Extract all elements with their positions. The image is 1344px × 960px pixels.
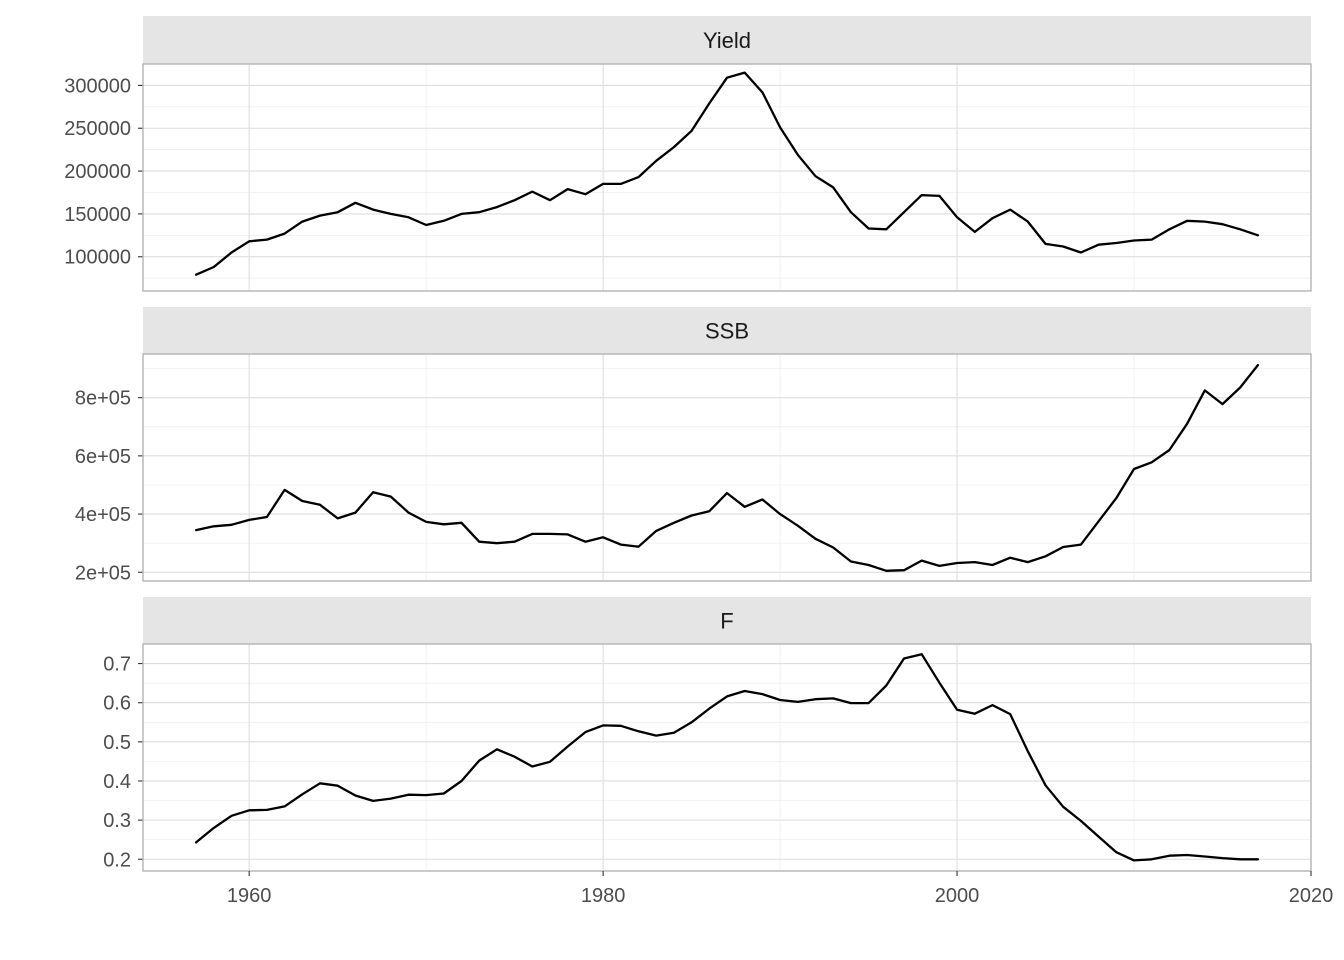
y-tick-label: 250000 [64, 118, 131, 140]
strip-background [143, 597, 1311, 644]
y-tick-label: 300000 [64, 75, 131, 97]
strip-label: SSB [705, 319, 749, 344]
x-tick-label: 1980 [581, 885, 626, 907]
panel-ssb: SSB 2e+05 4e+05 6e+05 8e+05 [75, 307, 1312, 584]
y-tick-label: 0.5 [103, 732, 131, 754]
x-tick-label: 1960 [227, 885, 272, 907]
series-line-yield [194, 71, 1260, 276]
y-tick-label: 2e+05 [75, 562, 131, 584]
panel-f: F 0.2 0.3 0.4 0.5 0.6 0.7 [103, 597, 1312, 872]
strip-label: Yield [703, 28, 751, 53]
strip-background [143, 16, 1311, 64]
y-tick-label: 100000 [64, 247, 131, 269]
panel-border [142, 643, 1312, 872]
y-tick-label: 150000 [64, 204, 131, 226]
y-tick-label: 0.3 [103, 810, 131, 832]
strip-label: F [720, 609, 733, 634]
strip-background [143, 307, 1311, 354]
x-tick-label: 2000 [935, 885, 980, 907]
y-tick-label: 0.2 [103, 849, 131, 871]
panel-border [142, 63, 1312, 292]
y-tick-label: 200000 [64, 161, 131, 183]
panel-yield: Yield 100000 150000 200000 250000 300000 [64, 16, 1312, 292]
y-tick-label: 6e+05 [75, 446, 131, 468]
y-tick-label: 8e+05 [75, 388, 131, 410]
y-tick-label: 0.4 [103, 771, 131, 793]
x-tick-label: 2020 [1289, 885, 1334, 907]
panel-border [142, 353, 1312, 582]
x-axis: 1960 1980 2000 2020 [227, 871, 1333, 907]
y-tick-label: 4e+05 [75, 504, 131, 526]
series-line-f [194, 653, 1260, 862]
y-tick-label: 0.7 [103, 654, 131, 676]
y-tick-label: 0.6 [103, 693, 131, 715]
series-line-ssb [194, 363, 1260, 572]
